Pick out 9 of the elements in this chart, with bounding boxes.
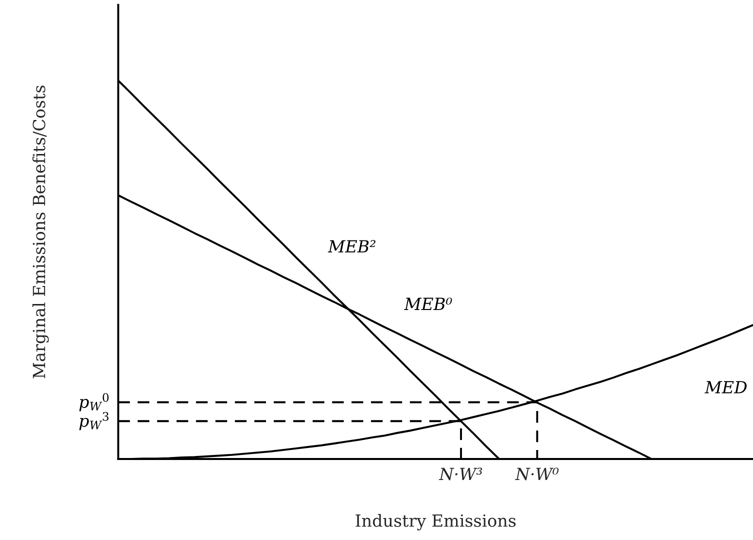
series-label: p$_{W}$$^{0}$ [79,393,109,412]
x-tick-label: N·W⁰ [514,468,559,480]
series-label: p$_{W}$$^{3}$ [79,412,109,430]
y-axis-title: Marginal Emissions Benefits/Costs [32,86,49,378]
x-axis-title: Industry Emissions [356,514,516,530]
x-tick-label: N·W³ [438,468,482,480]
series-label: MEB⁰ [404,298,452,310]
text: MED [704,381,747,394]
series-label: MEB² [328,240,376,252]
